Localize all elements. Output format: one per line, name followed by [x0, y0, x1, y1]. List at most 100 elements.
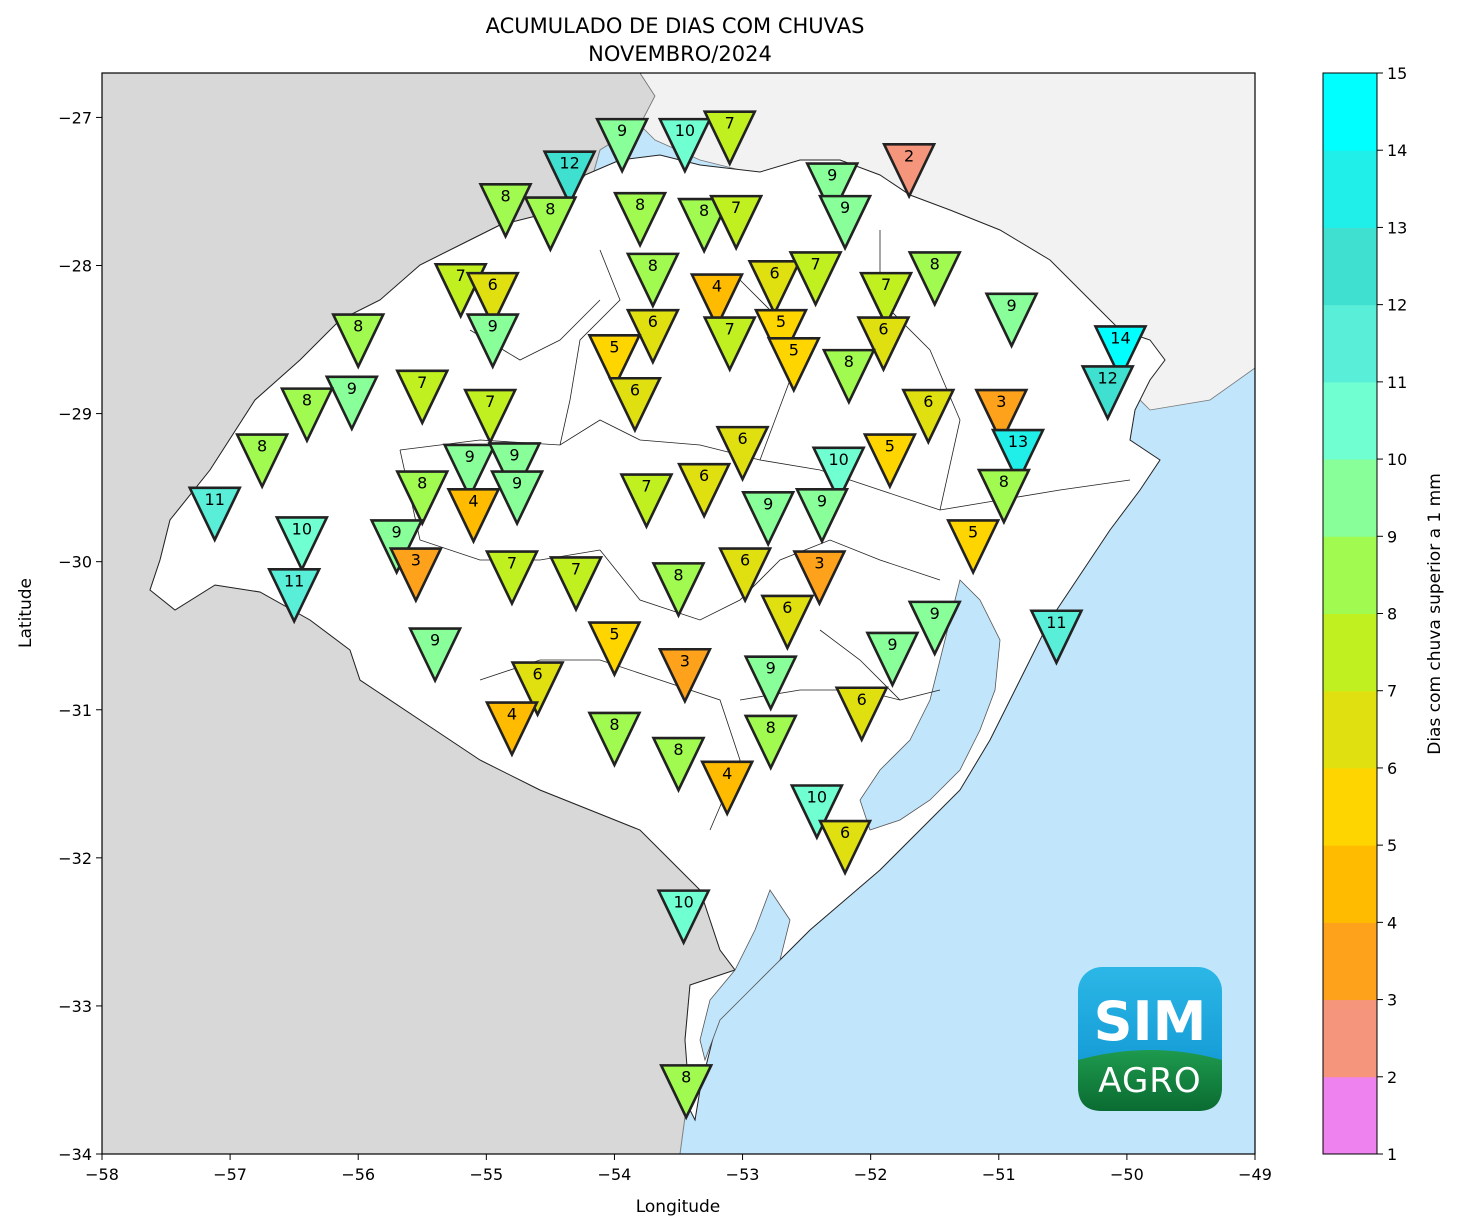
station-value-label: 9: [512, 474, 522, 493]
station-marker: [657, 117, 712, 175]
station-marker: [862, 433, 917, 490]
station-marker: [187, 486, 242, 543]
colorbar-segment: [1323, 227, 1377, 306]
colorbar-segment: [1323, 459, 1377, 537]
station-marker: [274, 516, 329, 573]
station-value-label: 7: [456, 266, 466, 285]
station-value-label: 5: [789, 340, 799, 359]
station-value-label: 12: [1097, 368, 1117, 387]
colorbar-segment: [1323, 767, 1377, 846]
station-marker: [388, 547, 443, 604]
station-marker: [715, 425, 770, 483]
station-value-label: 10: [807, 787, 827, 806]
station-value-label: 3: [814, 554, 824, 573]
station-value-label: 9: [1006, 296, 1016, 315]
station-value-label: 7: [881, 275, 891, 294]
colorbar-tick-label: 4: [1387, 913, 1397, 932]
y-tick-label: −32: [58, 849, 92, 868]
station-value-label: 8: [844, 352, 854, 371]
station-marker: [651, 562, 706, 619]
station-marker: [651, 736, 706, 794]
station-marker: [1093, 325, 1148, 382]
station-value-label: 7: [485, 392, 495, 411]
station-value-label: 8: [648, 256, 658, 275]
station-marker: [811, 446, 866, 503]
station-marker: [331, 313, 386, 370]
station-value-label: 14: [1110, 328, 1130, 347]
colorbar-tick-label: 3: [1387, 991, 1397, 1010]
station-value-label: 7: [725, 114, 735, 133]
y-tick-label: −31: [58, 701, 92, 720]
station-marker: [408, 627, 463, 684]
sim-agro-logo: SIM AGRO: [1078, 967, 1222, 1111]
station-value-label: 8: [930, 254, 940, 273]
station-marker: [901, 388, 956, 446]
station-marker: [689, 273, 745, 330]
station-marker: [856, 316, 911, 373]
colorbar-tick-label: 6: [1387, 759, 1397, 778]
station-marker: [766, 336, 821, 394]
station-marker: [907, 600, 962, 657]
station-marker: [700, 760, 755, 817]
station-value-label: 8: [353, 317, 363, 336]
station-value-label: 11: [205, 490, 225, 509]
lagoon: [859, 579, 1001, 831]
colorbar-segment: [1323, 536, 1377, 614]
station-marker: [625, 252, 680, 309]
station-value-label: 13: [1008, 432, 1028, 451]
station-marker: [760, 594, 815, 651]
station-value-label: 7: [571, 559, 581, 578]
station-marker: [595, 117, 650, 175]
station-value-label: 9: [817, 491, 827, 510]
station-marker: [523, 196, 578, 253]
station-marker: [395, 470, 450, 527]
station-marker: [702, 316, 757, 373]
station-value-label: 8: [673, 740, 683, 759]
logo-text-agro: AGRO: [1098, 1061, 1201, 1101]
station-marker: [279, 387, 335, 444]
x-tick-label: −51: [982, 1165, 1016, 1184]
station-marker: [805, 162, 860, 219]
station-marker: [267, 567, 322, 625]
station-value-label: 9: [465, 447, 475, 466]
station-value-label: 9: [430, 631, 440, 650]
colorbar-tick-label: 10: [1387, 450, 1407, 469]
colorbar-tick-label: 15: [1387, 64, 1407, 83]
station-value-label: 11: [284, 571, 304, 590]
station-value-label: 9: [392, 522, 402, 541]
station-value-label: 5: [609, 337, 619, 356]
station-value-label: 9: [763, 494, 773, 513]
station-marker: [657, 647, 712, 705]
map-title-line-1: ACUMULADO DE DIAS COM CHUVAS: [486, 14, 865, 38]
lagoon: [699, 889, 791, 1062]
station-marker: [882, 142, 937, 200]
colorbar-segment: [1323, 845, 1377, 923]
colorbar-segment: [1323, 1076, 1377, 1155]
station-marker: [656, 889, 711, 946]
station-value-label: 8: [635, 195, 645, 214]
station-value-label: 4: [712, 277, 722, 296]
station-value-label: 4: [468, 491, 478, 510]
station-value-label: 8: [681, 1067, 691, 1086]
station-value-label: 6: [769, 263, 779, 282]
colorbar-segment: [1323, 999, 1377, 1078]
station-marker: [587, 621, 642, 678]
x-tick-label: −57: [213, 1165, 247, 1184]
y-axis-label: Latitude: [16, 578, 36, 648]
station-marker: [718, 547, 773, 604]
station-value-label: 5: [609, 625, 619, 644]
station-marker: [788, 251, 843, 308]
station-value-label: 8: [699, 201, 709, 220]
station-value-label: 5: [776, 312, 786, 331]
y-tick-label: −30: [58, 553, 92, 572]
station-value-label: 9: [766, 659, 776, 678]
station-value-label: 7: [725, 320, 735, 339]
y-tick-label: −27: [58, 108, 92, 127]
station-marker: [984, 292, 1039, 349]
station-value-label: 5: [968, 522, 978, 541]
x-tick-label: −52: [854, 1165, 888, 1184]
station-marker: [974, 388, 1029, 446]
logo-text-sim: SIM: [1094, 990, 1207, 1053]
station-value-label: 5: [885, 437, 895, 456]
